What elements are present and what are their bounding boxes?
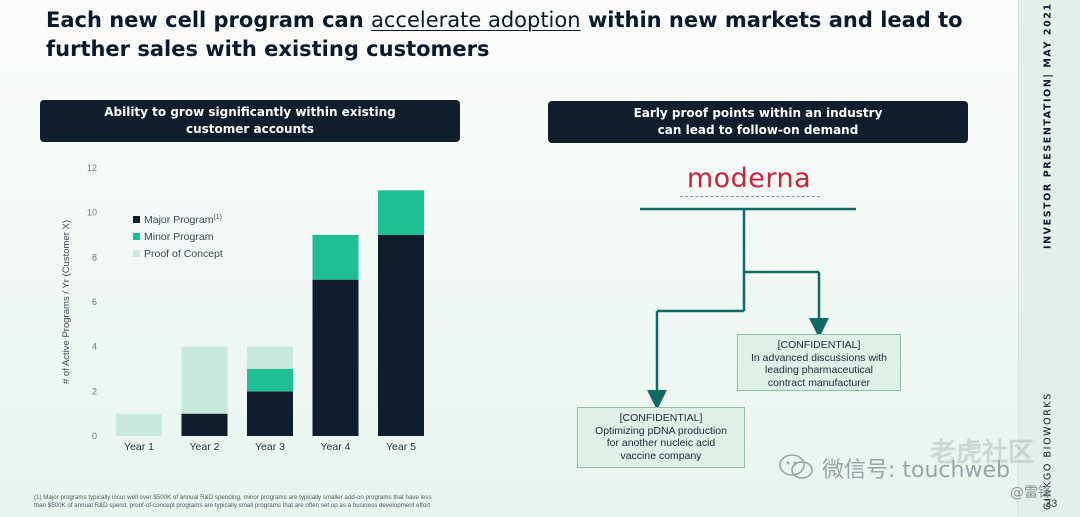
x-tick-label: Year 5 bbox=[386, 441, 416, 453]
legend-swatch bbox=[133, 233, 140, 240]
page-number: 33 bbox=[1045, 498, 1058, 510]
logo-underline bbox=[680, 196, 820, 197]
bar-proof-of-concept bbox=[116, 413, 162, 436]
bar-major-program bbox=[247, 391, 293, 436]
watermark-text: 微信号: touchweb bbox=[822, 458, 1010, 483]
legend-label: Minor Program bbox=[144, 231, 214, 243]
footnote: (1) Major programs typically incur well … bbox=[34, 494, 432, 509]
page-title: Each new cell program can accelerate ado… bbox=[46, 8, 963, 61]
bar-minor-program bbox=[247, 369, 293, 392]
y-tick-label: 6 bbox=[92, 297, 97, 307]
legend-swatch bbox=[133, 216, 140, 223]
wechat-icon bbox=[779, 454, 813, 479]
y-tick-label: 0 bbox=[92, 431, 97, 441]
legend-label: Major Program(1) bbox=[144, 214, 222, 226]
watermark-corner: @雷锋 bbox=[1010, 485, 1052, 501]
right-panel-header: Early proof points within an industry ca… bbox=[548, 101, 968, 143]
bar-minor-program bbox=[312, 235, 359, 280]
y-tick-label: 4 bbox=[92, 342, 97, 352]
legend-label: Proof of Concept bbox=[144, 248, 223, 260]
bar-major-program bbox=[181, 413, 228, 436]
y-tick-label: 12 bbox=[87, 163, 97, 173]
y-tick-label: 10 bbox=[87, 208, 97, 218]
moderna-logo: moderna bbox=[686, 163, 812, 194]
x-tick-label: Year 2 bbox=[190, 441, 220, 453]
bar-proof-of-concept bbox=[181, 346, 228, 414]
bar-major-program bbox=[378, 235, 424, 436]
sidebar-strip bbox=[1018, 0, 1080, 517]
bar-major-program bbox=[312, 279, 359, 436]
x-tick-label: Year 1 bbox=[124, 441, 154, 453]
x-tick-label: Year 3 bbox=[255, 441, 285, 453]
bar-proof-of-concept bbox=[247, 346, 293, 369]
title-underlined-phrase: accelerate adoption bbox=[370, 8, 581, 32]
bar-minor-program bbox=[378, 190, 424, 235]
y-tick-label: 8 bbox=[92, 252, 97, 262]
y-axis-label: # of Active Programs / Yr (Customer X) bbox=[61, 220, 72, 384]
legend-swatch bbox=[133, 250, 140, 257]
x-tick-label: Year 4 bbox=[321, 441, 351, 453]
confidential-box-left: [CONFIDENTIAL] Optimizing pDNA productio… bbox=[577, 407, 745, 468]
left-panel-header: Ability to grow significantly within exi… bbox=[40, 100, 460, 142]
confidential-box-right: [CONFIDENTIAL] In advanced discussions w… bbox=[737, 334, 901, 391]
y-tick-label: 2 bbox=[92, 386, 97, 396]
watermark-brand: 老虎社区 bbox=[930, 438, 1035, 468]
